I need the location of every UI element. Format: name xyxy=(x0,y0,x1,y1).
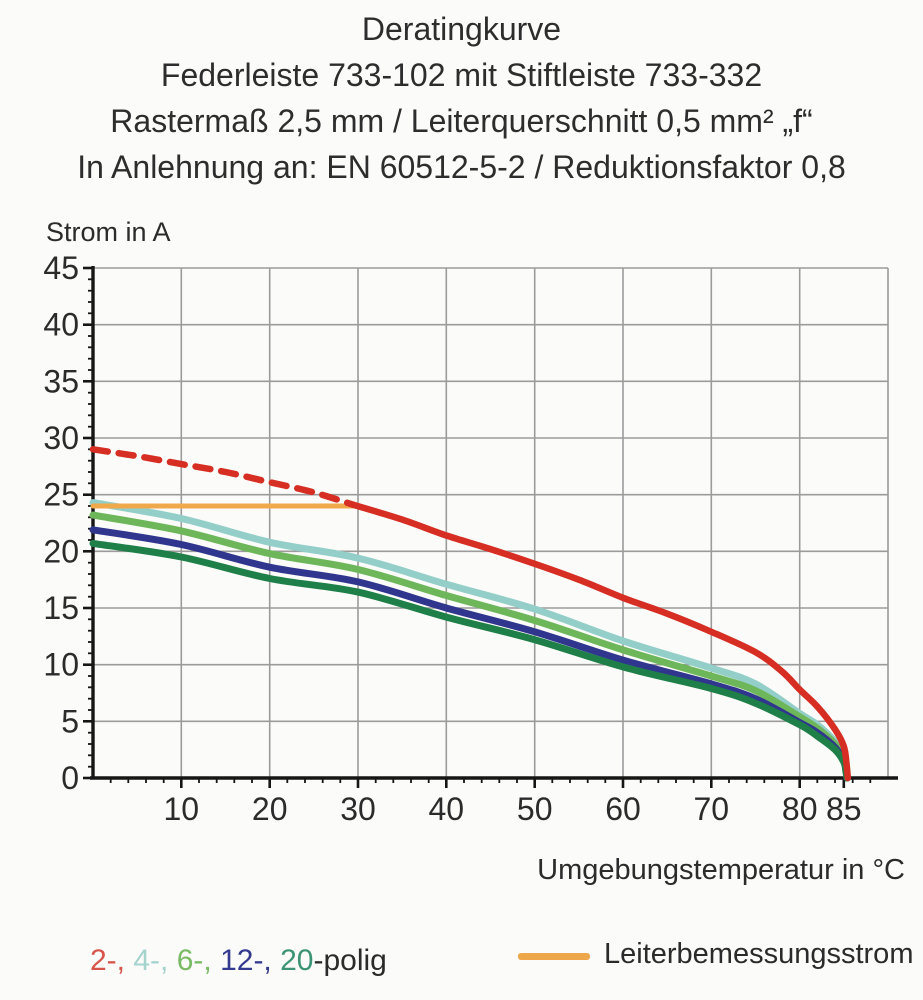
title-block: Deratingkurve Federleiste 733-102 mit St… xyxy=(0,6,923,190)
legend-pin-suffix: -polig xyxy=(313,944,387,977)
curve-2-polig xyxy=(89,446,357,509)
x-tick-label: 10 xyxy=(164,791,200,827)
y-axis-title: Strom in A xyxy=(46,217,171,247)
x-tick-label: 60 xyxy=(605,791,641,827)
y-tick-label: 25 xyxy=(43,477,79,513)
curve-2-polig xyxy=(350,501,852,782)
legend-pin-segment: 2-, xyxy=(90,944,126,977)
legend-pole-counts: 2-, 4-, 6-, 12-, 20-polig xyxy=(90,944,387,978)
y-tick-label: 45 xyxy=(43,250,79,286)
x-tick-label: 85 xyxy=(826,791,862,827)
legend-pin-segment: 20 xyxy=(271,944,314,977)
curve-6-polig xyxy=(89,511,851,782)
y-tick-label: 15 xyxy=(43,590,79,626)
y-tick-label: 0 xyxy=(61,760,79,796)
chart-subtitle-norm: In Anlehnung an: EN 60512-5-2 / Reduktio… xyxy=(77,149,846,185)
chart-subtitle-product: Federleiste 733-102 mit Stiftleiste 733-… xyxy=(160,57,763,93)
reference-current-swatch xyxy=(518,953,590,960)
reference-current-label: Leiterbemessungsstrom xyxy=(604,938,914,970)
y-tick-label: 5 xyxy=(61,703,79,739)
x-tick-label: 30 xyxy=(340,791,376,827)
y-tick-label: 10 xyxy=(43,647,79,683)
y-tick-label: 35 xyxy=(43,363,79,399)
curve-20-polig xyxy=(89,539,851,782)
x-tick-label: 40 xyxy=(429,791,465,827)
legend-pin-segment: 4-, xyxy=(125,944,169,977)
x-tick-label: 50 xyxy=(517,791,553,827)
x-tick-label: 20 xyxy=(252,791,288,827)
y-tick-label: 30 xyxy=(43,420,79,456)
x-tick-label: 70 xyxy=(694,791,730,827)
y-tick-label: 20 xyxy=(43,533,79,569)
curve-12-polig xyxy=(89,526,851,782)
chart-title: Deratingkurve xyxy=(361,11,562,47)
chart-subtitle-spec: Rastermaß 2,5 mm / Leiterquerschnitt 0,5… xyxy=(110,103,813,139)
legend-reference-current: Leiterbemessungsstrom xyxy=(518,938,913,971)
x-axis-title: Umgebungstemperatur in °C xyxy=(537,854,905,886)
x-tick-label: 80 xyxy=(782,791,818,827)
legend-pin-segment: 12-, xyxy=(211,944,272,977)
y-tick-label: 40 xyxy=(43,307,79,343)
legend-pin-segment: 6-, xyxy=(168,944,212,977)
